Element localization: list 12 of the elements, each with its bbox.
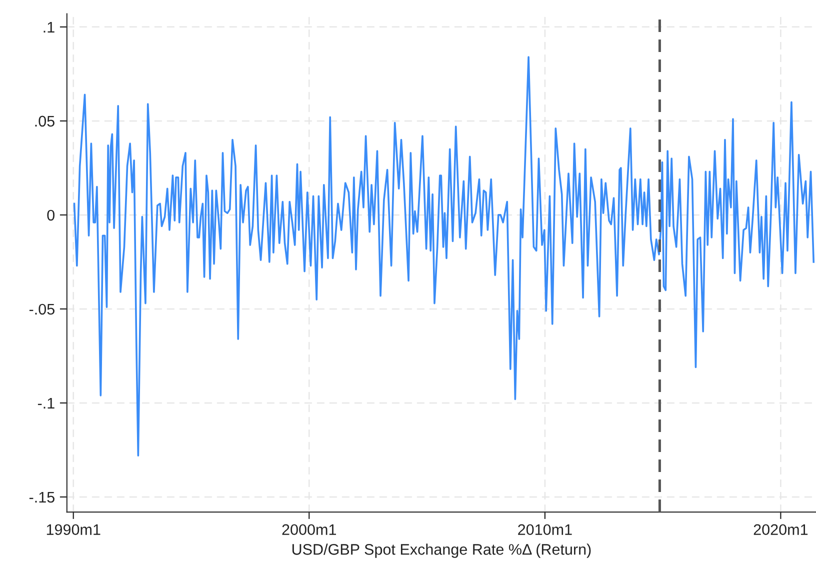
x-tick-label: 2000m1 bbox=[282, 524, 336, 536]
y-tick-label: .05 bbox=[35, 116, 54, 127]
y-tick-label: -.1 bbox=[38, 398, 54, 408]
x-axis-title: USD/GBP Spot Exchange Rate %Δ (Return) bbox=[292, 544, 591, 558]
y-tick-label: .1 bbox=[44, 22, 54, 32]
x-tick-label: 1990m1 bbox=[46, 524, 100, 536]
y-tick-label: -.15 bbox=[29, 492, 54, 503]
line-series bbox=[73, 56, 815, 457]
x-tick-label: 2020m1 bbox=[754, 524, 808, 536]
x-tick-label: 2010m1 bbox=[518, 524, 572, 536]
y-tick-label: 0 bbox=[47, 210, 55, 221]
y-tick-label: -.05 bbox=[29, 304, 54, 315]
